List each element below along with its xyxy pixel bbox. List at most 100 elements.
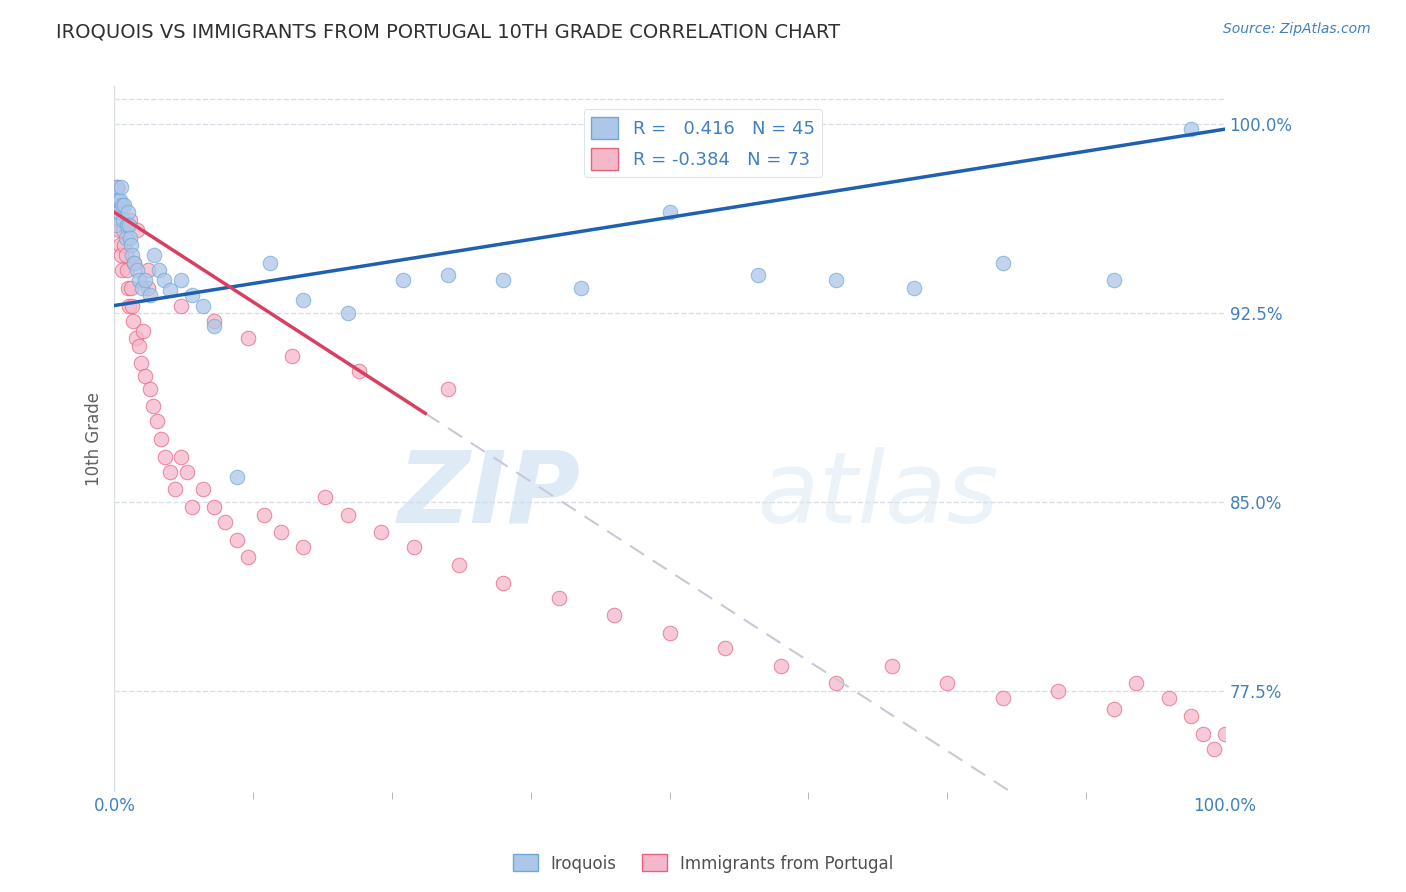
Point [603, 608, 626, 623]
Point [136, 263, 159, 277]
Point [150, 432, 173, 446]
Point [134, 273, 156, 287]
Point [124, 256, 146, 270]
Point [148, 263, 170, 277]
Point [170, 273, 193, 287]
Point [118, 218, 141, 232]
Point [111, 198, 134, 212]
Point [347, 364, 370, 378]
Point [132, 324, 155, 338]
Point [492, 575, 515, 590]
Point [108, 238, 131, 252]
Text: Source: ZipAtlas.com: Source: ZipAtlas.com [1223, 22, 1371, 37]
Point [105, 180, 128, 194]
Point [120, 238, 142, 252]
Point [292, 541, 315, 555]
Point [1159, 691, 1181, 706]
Point [936, 676, 959, 690]
Point [1213, 727, 1236, 741]
Point [170, 450, 193, 464]
Point [658, 626, 681, 640]
Point [236, 331, 259, 345]
Legend: Iroquois, Immigrants from Portugal: Iroquois, Immigrants from Portugal [506, 847, 900, 880]
Point [1102, 273, 1125, 287]
Point [104, 198, 127, 212]
Point [128, 273, 150, 287]
Point [181, 288, 204, 302]
Point [292, 293, 315, 308]
Point [110, 248, 132, 262]
Point [121, 248, 143, 262]
Point [825, 676, 848, 690]
Point [136, 281, 159, 295]
Point [108, 205, 131, 219]
Point [370, 525, 392, 540]
Y-axis label: 10th Grade: 10th Grade [86, 392, 103, 486]
Point [142, 399, 165, 413]
Point [336, 508, 359, 522]
Text: IROQUOIS VS IMMIGRANTS FROM PORTUGAL 10TH GRADE CORRELATION CHART: IROQUOIS VS IMMIGRANTS FROM PORTUGAL 10T… [56, 22, 841, 41]
Point [225, 533, 247, 547]
Point [1180, 122, 1202, 136]
Point [747, 268, 769, 283]
Point [139, 288, 162, 302]
Point [117, 281, 139, 295]
Point [155, 450, 177, 464]
Point [392, 273, 415, 287]
Point [112, 223, 135, 237]
Text: ZIP: ZIP [398, 447, 581, 544]
Point [492, 273, 515, 287]
Point [159, 284, 181, 298]
Point [114, 248, 136, 262]
Point [1047, 684, 1070, 698]
Point [107, 212, 129, 227]
Legend: R =   0.416   N = 45, R = -0.384   N = 73: R = 0.416 N = 45, R = -0.384 N = 73 [583, 110, 823, 177]
Point [314, 490, 336, 504]
Point [143, 248, 166, 262]
Point [181, 500, 204, 514]
Point [120, 281, 142, 295]
Point [547, 591, 569, 605]
Point [129, 356, 152, 370]
Point [404, 541, 426, 555]
Point [1180, 709, 1202, 723]
Point [159, 465, 181, 479]
Point [202, 500, 225, 514]
Point [225, 470, 247, 484]
Point [125, 263, 148, 277]
Point [436, 268, 458, 283]
Point [193, 299, 215, 313]
Point [122, 313, 145, 327]
Point [259, 256, 281, 270]
Point [991, 691, 1014, 706]
Point [236, 550, 259, 565]
Point [193, 483, 215, 497]
Point [281, 349, 304, 363]
Point [145, 414, 167, 428]
Point [104, 218, 127, 232]
Point [124, 331, 146, 345]
Point [105, 180, 128, 194]
Point [447, 558, 470, 572]
Point [202, 318, 225, 333]
Point [112, 198, 135, 212]
Point [436, 382, 458, 396]
Point [214, 515, 236, 529]
Point [153, 273, 176, 287]
Point [880, 658, 903, 673]
Point [125, 223, 148, 237]
Point [114, 230, 136, 244]
Point [134, 369, 156, 384]
Point [111, 263, 134, 277]
Point [112, 238, 135, 252]
Point [825, 273, 848, 287]
Point [115, 218, 138, 232]
Point [108, 193, 131, 207]
Point [658, 205, 681, 219]
Point [108, 223, 131, 237]
Point [569, 281, 592, 295]
Point [107, 193, 129, 207]
Point [176, 465, 198, 479]
Point [110, 180, 132, 194]
Point [1125, 676, 1147, 690]
